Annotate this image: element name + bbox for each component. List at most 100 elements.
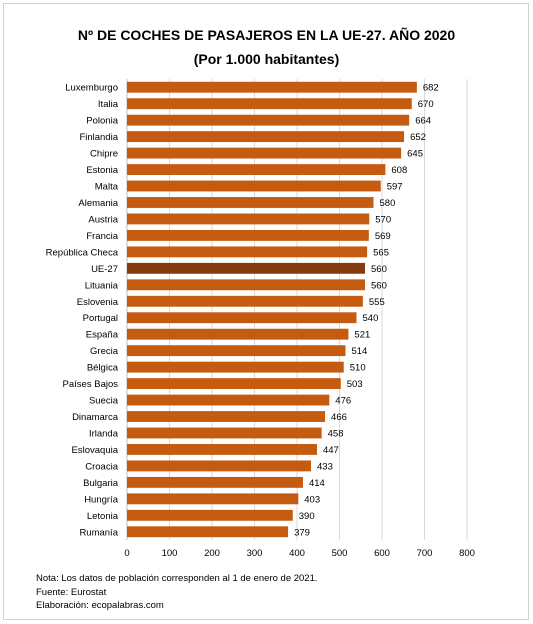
value-label: 597 <box>387 182 403 193</box>
bar <box>127 213 370 225</box>
category-label: Irlanda <box>89 428 119 439</box>
category-label: Eslovaquia <box>72 445 119 456</box>
value-label: 503 <box>347 379 363 390</box>
bar <box>127 394 330 406</box>
bar <box>127 345 346 357</box>
x-tick-label: 600 <box>374 548 390 559</box>
x-tick-label: 400 <box>289 548 305 559</box>
category-label: Suecia <box>89 396 119 407</box>
category-label: República Checa <box>46 247 119 258</box>
category-label: Polonia <box>86 116 118 127</box>
x-tick-label: 0 <box>124 548 129 559</box>
bar <box>127 279 365 291</box>
category-label: Eslovenia <box>77 297 119 308</box>
bar <box>127 427 322 439</box>
value-label: 560 <box>371 264 387 275</box>
value-label: 670 <box>418 99 434 110</box>
category-label: Grecia <box>90 346 119 357</box>
category-label: Dinamarca <box>72 412 119 423</box>
bar <box>127 476 303 488</box>
x-tick-label: 500 <box>332 548 348 559</box>
credit-text: Elaboración: ecopalabras.com <box>36 600 164 611</box>
x-tick-label: 200 <box>204 548 220 559</box>
value-label: 555 <box>369 297 385 308</box>
category-label: Rumanía <box>79 527 118 538</box>
value-label: 608 <box>391 165 407 176</box>
value-label: 510 <box>350 363 366 374</box>
chart-subtitle: (Por 1.000 habitantes) <box>193 51 340 67</box>
category-label: Croacia <box>85 461 118 472</box>
bar <box>127 147 402 159</box>
bar <box>127 164 386 175</box>
value-label: 514 <box>351 346 367 357</box>
value-label: 540 <box>363 313 379 324</box>
value-label: 560 <box>371 280 387 291</box>
category-label: España <box>86 330 119 341</box>
value-label: 569 <box>375 231 391 242</box>
value-label: 682 <box>423 83 439 94</box>
value-label: 466 <box>331 412 347 423</box>
value-label: 403 <box>304 494 320 505</box>
value-label: 645 <box>407 149 423 160</box>
bar <box>127 229 369 241</box>
category-label: Francia <box>86 231 118 242</box>
category-label: Alemania <box>78 198 118 209</box>
category-label: Bulgaria <box>83 478 119 489</box>
bar <box>127 295 363 307</box>
value-label: 447 <box>323 445 339 456</box>
bar <box>127 180 381 192</box>
bar <box>127 197 374 208</box>
value-label: 580 <box>380 198 396 209</box>
value-label: 521 <box>354 330 370 341</box>
bar <box>127 361 344 373</box>
category-label: Países Bajos <box>63 379 119 390</box>
category-label: Lituania <box>85 280 119 291</box>
value-label: 433 <box>317 461 333 472</box>
x-tick-label: 300 <box>247 548 263 559</box>
category-label: Malta <box>95 182 119 193</box>
value-label: 652 <box>410 132 426 143</box>
chart-title: Nº DE COCHES DE PASAJEROS EN LA UE-27. A… <box>77 27 456 43</box>
value-label: 379 <box>294 527 310 538</box>
value-label: 476 <box>335 396 351 407</box>
bar <box>127 98 412 110</box>
bar <box>127 378 341 390</box>
bar <box>127 460 312 472</box>
category-label: Bélgica <box>87 363 119 374</box>
category-label: Letonia <box>87 511 119 522</box>
x-tick-label: 800 <box>459 548 475 559</box>
bar <box>127 114 410 126</box>
chart-notes: Nota: Los datos de población corresponde… <box>36 572 318 613</box>
category-label: Hungría <box>84 494 119 505</box>
bar <box>127 81 417 93</box>
category-label: Portugal <box>83 313 118 324</box>
bar <box>127 493 299 505</box>
category-label: Luxemburgo <box>65 83 118 94</box>
category-label: Chipre <box>90 149 118 160</box>
bar <box>127 509 293 521</box>
source-text: Fuente: Eurostat <box>36 586 107 598</box>
bar <box>127 328 349 340</box>
note-text: Nota: Los datos de población corresponde… <box>36 573 318 584</box>
bar <box>127 526 289 538</box>
bar <box>127 131 405 143</box>
category-label: Finlandia <box>79 132 118 143</box>
category-label: UE-27 <box>91 264 118 275</box>
value-label: 664 <box>415 116 431 127</box>
bar <box>127 312 357 324</box>
value-label: 570 <box>375 214 391 225</box>
bar <box>127 262 365 274</box>
value-label: 565 <box>373 247 389 258</box>
bar <box>127 246 368 258</box>
bar <box>127 444 317 455</box>
category-label: Italia <box>98 99 119 110</box>
bar <box>127 411 326 422</box>
category-label: Estonia <box>86 165 118 176</box>
value-label: 458 <box>328 428 344 439</box>
value-label: 390 <box>299 511 315 522</box>
x-tick-label: 700 <box>417 548 433 559</box>
x-tick-label: 100 <box>162 548 178 559</box>
category-label: Austria <box>88 214 118 225</box>
value-label: 414 <box>309 478 325 489</box>
